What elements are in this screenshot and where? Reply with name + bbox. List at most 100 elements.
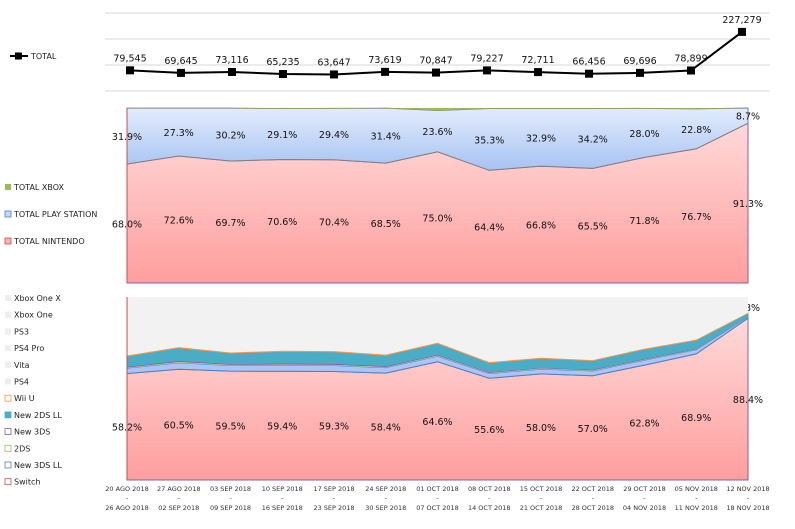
switch-data-label: 59.3%: [319, 422, 349, 433]
total-play-station-data-label: 27.3%: [164, 128, 194, 139]
total-data-label: 79,545: [113, 53, 146, 64]
total-nintendo-data-label: 71.8%: [629, 216, 659, 227]
total-play-station-data-label: 29.1%: [267, 130, 297, 141]
switch-data-label: 64.6%: [422, 417, 452, 428]
legend-switch-icon: [4, 478, 12, 486]
x-tick-separator: -: [178, 494, 181, 502]
model-share-chart: 58.2% 60.5% 59.5% 59.4% 59.3% 58.4%64.6%55.6%…: [4, 294, 763, 487]
xbox-one-area: [127, 297, 748, 300]
total-play-station-data-label: 32.9%: [526, 133, 556, 144]
legend-total-play-station: TOTAL PLAY STATION: [13, 210, 97, 219]
legend-vita: Vita: [14, 361, 30, 370]
legend-ps3: PS3: [14, 327, 29, 336]
x-tick-separator: -: [229, 494, 232, 502]
total-data-label: 70,847: [419, 56, 452, 67]
total-data-label: 73,619: [368, 55, 401, 66]
switch-data-label: 60.5%: [164, 421, 194, 432]
total-nintendo-data-label: 69.7%: [215, 218, 245, 229]
legend-2ds: 2DS: [14, 444, 30, 453]
x-tick-label-start: 03 SEP 2018: [210, 485, 251, 493]
legend-total: TOTAL: [30, 52, 57, 61]
total-data-label: 73,116: [215, 55, 248, 66]
total-marker: [381, 67, 389, 76]
legend-xbox-one-icon: [5, 311, 11, 318]
x-tick-label-start: 20 AGO 2018: [105, 485, 148, 493]
x-tick-separator: -: [747, 494, 750, 502]
legend-ps4-pro-icon: [5, 345, 11, 352]
total-xbox-area: [127, 108, 748, 111]
x-tick-label-start: 10 SEP 2018: [262, 485, 303, 493]
total-nintendo-data-label: 66.8%: [526, 221, 556, 232]
total-marker: [126, 66, 134, 75]
x-tick-label-start: 22 OCT 2018: [571, 485, 614, 493]
x-tick-label-start: 08 OCT 2018: [468, 485, 511, 493]
total-marker: [738, 27, 746, 36]
total-marker: [687, 66, 695, 75]
legend-ps4-icon: [5, 378, 11, 385]
ps4-area: [127, 297, 748, 363]
x-tick-label-end: 11 NOV 2018: [675, 504, 718, 512]
switch-data-label: 59.4%: [267, 422, 297, 433]
total-marker: [585, 69, 593, 78]
legend-switch: Switch: [14, 478, 40, 487]
total-nintendo-data-label: 75.0%: [422, 213, 452, 224]
total-play-station-data-label: 29.4%: [319, 130, 349, 141]
x-tick-separator: -: [488, 494, 491, 502]
total-marker: [228, 67, 236, 76]
total-nintendo-data-label: 65.5%: [578, 222, 608, 233]
legend-xbox-one-x: Xbox One X: [14, 294, 61, 303]
total-play-station-data-label: 35.3%: [474, 135, 504, 146]
total-data-label: 69,645: [164, 56, 197, 67]
switch-data-label: 58.0%: [526, 423, 556, 434]
x-tick-label-end: 21 OCT 2018: [520, 504, 563, 512]
legend-wii-u: Wii U: [14, 394, 35, 403]
x-tick-label-start: 24 SEP 2018: [365, 485, 406, 493]
total-play-station-data-label: 28.0%: [629, 129, 659, 140]
ps4-pro-area: [127, 297, 748, 302]
platform-share-chart: 68.0% 72.6% 69.7% 70.6% 70.4% 68.5%75.0%64.4%…: [4, 107, 763, 284]
x-tick-label-end: 09 SEP 2018: [210, 504, 251, 512]
legend-wii-u-icon: [4, 394, 12, 402]
total-nintendo-data-label: 68.5%: [371, 219, 401, 230]
total-data-label: 79,227: [470, 53, 503, 64]
legend-ps4: PS4: [14, 378, 29, 387]
x-tick-label-start: 01 OCT 2018: [416, 485, 459, 493]
x-tick-label-start: 27 AGO 2018: [157, 485, 200, 493]
new-3ds-ll-area: [126, 316, 749, 379]
total-data-label: 227,279: [722, 15, 761, 26]
total-nintendo-data-label: 72.6%: [164, 215, 194, 226]
total-marker: [636, 68, 644, 77]
legend-total-xbox: TOTAL XBOX: [13, 183, 65, 192]
switch-data-label: 55.6%: [474, 425, 504, 436]
legend-total-nintendo-icon: [4, 237, 12, 245]
x-tick-separator: -: [592, 494, 595, 502]
x-tick-label-start: 29 OCT 2018: [623, 485, 666, 493]
x-tick-label-end: 14 OCT 2018: [468, 504, 511, 512]
total-data-label: 78,899: [674, 53, 707, 64]
x-tick-label-start: 05 NOV 2018: [675, 485, 718, 493]
switch-data-label: 88.4%: [733, 395, 763, 406]
legend-xbox-one: Xbox One: [14, 311, 53, 320]
total-play-station-data-label: 30.2%: [215, 131, 245, 142]
legend-total-nintendo: TOTAL NINTENDO: [13, 237, 85, 246]
legend-new-3ds-ll-icon: [4, 461, 12, 469]
total-line: [129, 31, 743, 76]
legend-vita-icon: [5, 361, 11, 368]
total-data-label: 69,696: [623, 56, 656, 67]
x-tick-separator: -: [281, 494, 284, 502]
x-tick-label-end: 30 SEP 2018: [365, 504, 406, 512]
switch-data-label: 58.4%: [371, 423, 401, 434]
x-tick-label-start: 17 SEP 2018: [313, 485, 354, 493]
legend-ps4-pro: PS4 Pro: [14, 344, 44, 353]
x-tick-label-end: 18 NOV 2018: [726, 504, 769, 512]
legend-ps3-icon: [5, 328, 11, 335]
x-tick-label-end: 28 OCT 2018: [571, 504, 614, 512]
legend-total-xbox-icon: [5, 184, 11, 190]
total-nintendo-data-label: 76.7%: [681, 212, 711, 223]
legend-new-2ds-ll: New 2DS LL: [14, 411, 62, 420]
total-nintendo-data-label: 64.4%: [474, 223, 504, 234]
legend-new-3ds: New 3DS: [14, 428, 50, 437]
switch-data-label: 59.5%: [215, 422, 245, 433]
